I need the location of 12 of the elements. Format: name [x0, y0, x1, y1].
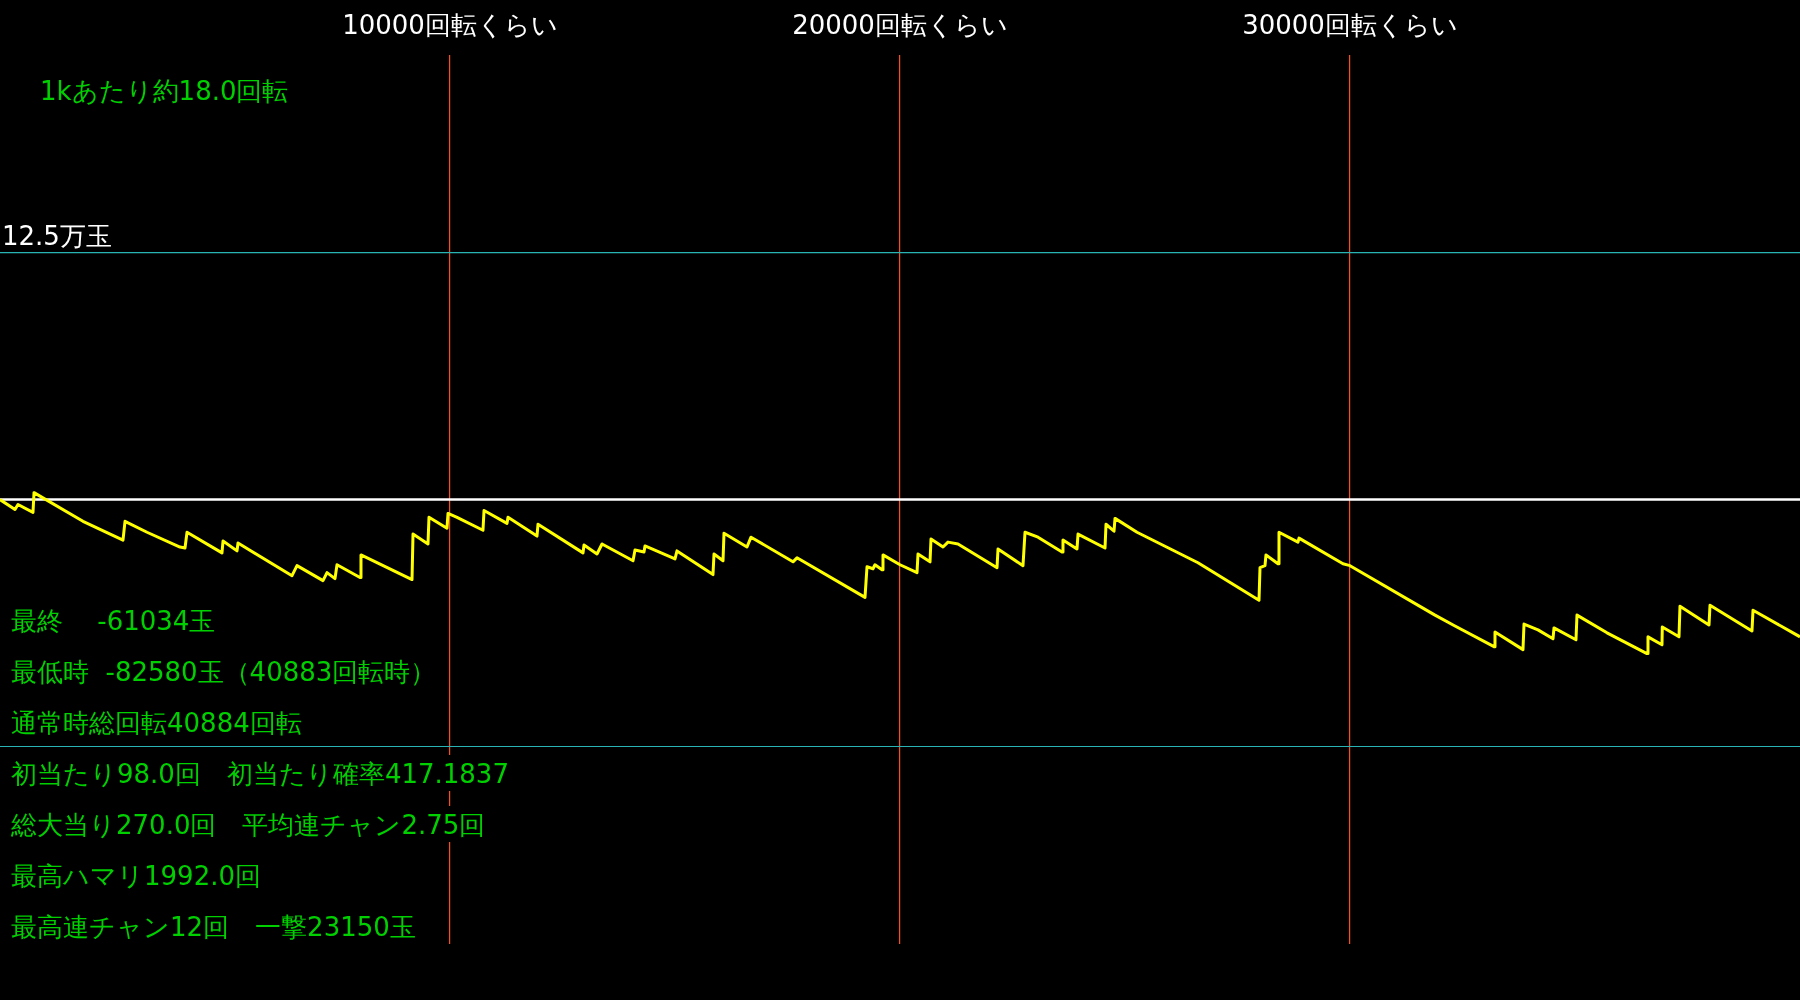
text: 最高ハマリ1992.0回 — [11, 861, 261, 891]
text: 1kあたり約18.0回転 — [40, 76, 289, 106]
annotation: 最終 -61034玉 — [11, 606, 216, 636]
x-tick-label: 10000回転くらい — [342, 10, 558, 41]
text: 総大当り270.0回 平均連チャン2.75回 — [10, 810, 486, 840]
text: 初当たり98.0回 初当たり確率417.1837 — [11, 759, 509, 789]
x-tick-label: 30000回転くらい — [1242, 10, 1458, 41]
ref-line-label: 12.5万玉 — [2, 220, 112, 251]
text: 最低時 -82580玉（40883回転時） — [11, 657, 437, 687]
text: 通常時総回転40884回転 — [11, 708, 302, 738]
text: 最高連チャン12回 一撃23150玉 — [11, 912, 416, 942]
x-tick-label: 20000回転くらい — [792, 10, 1008, 41]
